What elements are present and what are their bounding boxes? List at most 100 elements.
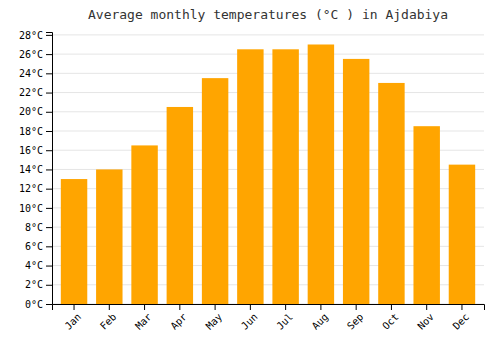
x-tick-label: Aug — [310, 311, 331, 332]
x-tick: Mar — [133, 304, 154, 332]
y-tick-label: 28°C — [19, 30, 43, 41]
y-tick-mark — [46, 93, 52, 94]
x-tick-label: Nov — [415, 311, 436, 332]
y-tick-label: 22°C — [19, 87, 43, 98]
x-tick-label: Sep — [345, 311, 366, 332]
x-tick: Nov — [415, 304, 436, 332]
bars — [61, 44, 475, 304]
title: Average monthly temperatures (°C ) in Aj… — [88, 7, 448, 22]
y-tick-mark — [46, 246, 52, 247]
x-axis: Jan Feb Mar Apr May Jun Jul Aug Sep Oct Nov Dec — [53, 304, 485, 332]
y-tick: 18°C — [19, 126, 52, 137]
bar — [308, 44, 334, 304]
y-tick-mark — [46, 189, 52, 190]
x-tick-mark — [285, 304, 286, 310]
y-tick-mark — [46, 73, 52, 74]
y-tick-mark — [46, 131, 52, 132]
y-tick: 24°C — [19, 68, 52, 79]
x-tick: Jan — [63, 304, 84, 332]
y-tick: 16°C — [19, 145, 52, 156]
y-tick-mark — [46, 150, 52, 151]
x-tick-mark — [74, 304, 75, 310]
y-tick-label: 20°C — [19, 106, 43, 117]
y-tick-label: 24°C — [19, 68, 43, 79]
y-tick: 4°C — [25, 260, 52, 271]
bar — [413, 126, 439, 304]
x-tick: Apr — [168, 304, 189, 332]
y-tick: 14°C — [19, 164, 52, 175]
y-axis: 0°C 2°C 4°C 6°C 8°C 10°C 12°C 14°C 16°C 18°C 20°C 2… — [19, 30, 53, 310]
x-tick: Oct — [380, 304, 401, 332]
y-axis-line — [46, 33, 53, 305]
x-tick: Feb — [98, 304, 119, 332]
x-tick-label: May — [204, 311, 225, 332]
x-tick: Jul — [274, 304, 295, 332]
bar — [378, 83, 404, 304]
y-tick: 12°C — [19, 183, 52, 194]
x-tick-mark — [144, 304, 145, 310]
x-tick-mark — [320, 304, 321, 310]
y-tick: 20°C — [19, 106, 52, 117]
y-tick-mark — [46, 112, 52, 113]
x-tick: May — [204, 304, 225, 332]
y-tick: 26°C — [19, 49, 52, 60]
x-tick-mark — [109, 304, 110, 310]
x-tick: Dec — [451, 304, 472, 332]
y-tick-mark — [46, 208, 52, 209]
x-tick-label: Jan — [63, 311, 84, 332]
grid-line — [52, 73, 484, 74]
x-tick: Aug — [310, 304, 331, 332]
grid-line — [52, 54, 484, 55]
y-tick-mark — [46, 304, 52, 305]
x-tick-mark — [250, 304, 251, 310]
y-tick-mark — [46, 227, 52, 228]
bar — [61, 179, 87, 304]
y-tick-label: 8°C — [25, 222, 43, 233]
grid — [52, 35, 484, 304]
y-tick: 22°C — [19, 87, 52, 98]
grid-line — [52, 34, 484, 35]
x-tick-label: Mar — [133, 311, 154, 332]
bar — [343, 59, 369, 304]
bar — [131, 145, 157, 304]
bar — [237, 49, 263, 304]
y-tick-label: 16°C — [19, 145, 43, 156]
bar — [96, 169, 122, 304]
x-tick-mark — [426, 304, 427, 310]
y-tick: 6°C — [25, 241, 52, 252]
y-tick: 28°C — [19, 30, 52, 41]
y-tick-label: 0°C — [25, 299, 43, 310]
x-tick-mark — [179, 304, 180, 310]
y-tick-label: 4°C — [25, 260, 43, 271]
y-tick-label: 14°C — [19, 164, 43, 175]
y-tick: 8°C — [25, 222, 52, 233]
y-tick-label: 6°C — [25, 241, 43, 252]
y-tick: 0°C — [25, 299, 52, 310]
y-tick-mark — [46, 285, 52, 286]
x-tick-mark — [461, 304, 462, 310]
chart: 0°C 2°C 4°C 6°C 8°C 10°C 12°C 14°C 16°C 18°C 20°C 2… — [0, 0, 500, 350]
x-tick-label: Apr — [168, 311, 189, 332]
x-tick-mark — [356, 304, 357, 310]
y-tick: 2°C — [25, 279, 52, 290]
x-tick-mark — [391, 304, 392, 310]
y-tick-label: 26°C — [19, 49, 43, 60]
y-tick: 10°C — [19, 203, 52, 214]
x-tick: Jun — [239, 304, 260, 332]
x-axis-line — [53, 305, 485, 311]
y-tick-mark — [46, 169, 52, 170]
x-tick-label: Jun — [239, 311, 260, 332]
y-tick-label: 12°C — [19, 183, 43, 194]
bar — [272, 49, 298, 304]
x-tick-label: Dec — [451, 311, 472, 332]
bar — [167, 107, 193, 304]
y-tick-mark — [46, 266, 52, 267]
y-tick-label: 18°C — [19, 126, 43, 137]
x-tick-label: Jul — [274, 311, 295, 332]
x-tick-label: Oct — [380, 311, 401, 332]
x-tick-mark — [215, 304, 216, 310]
grid-line — [52, 111, 484, 112]
x-tick: Sep — [345, 304, 366, 332]
plot: 0°C 2°C 4°C 6°C 8°C 10°C 12°C 14°C 16°C 18°C 20°C 2… — [19, 30, 485, 332]
bar — [202, 78, 228, 304]
